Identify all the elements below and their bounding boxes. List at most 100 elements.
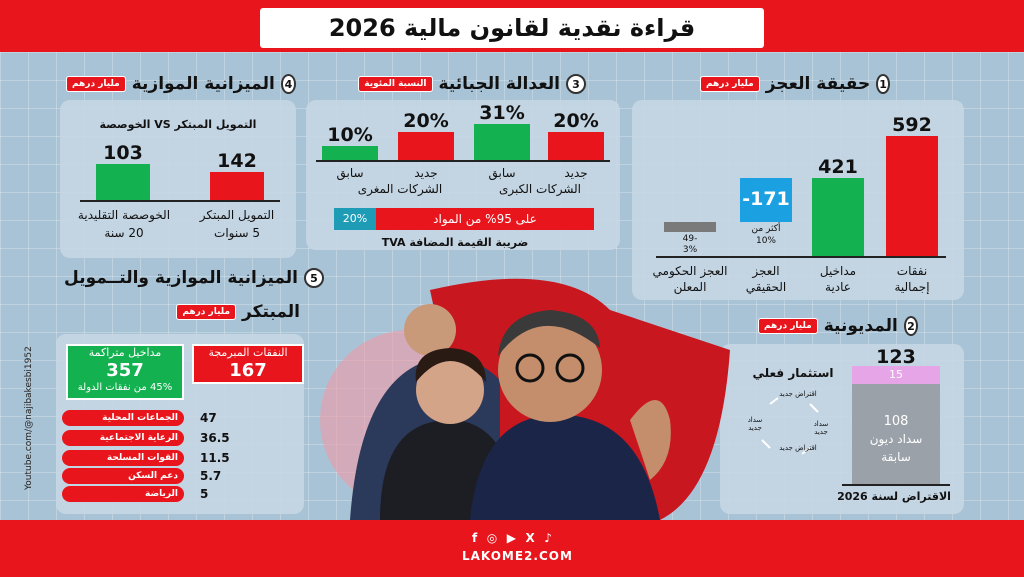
cycle-item-1: اقتراض جديد <box>779 390 817 398</box>
tiktok-icon[interactable]: ♪ <box>544 531 552 545</box>
cycle-item-3: اقتراض جديد <box>779 444 817 452</box>
deficit-title: 1 حقيقة العجز مليار درهم <box>700 74 890 94</box>
accumulated-label: مداخيل متراكمة <box>88 346 162 359</box>
list-item: الرعاية الاجتماعية <box>62 430 184 446</box>
debt-title: 2 المديونية مليار درهم <box>758 316 918 336</box>
bar-innovative-financing <box>210 172 264 200</box>
section-title-text: الميزانية الموازية <box>131 74 275 94</box>
real-deficit-note-1: أكثر من <box>751 224 781 234</box>
innovative-financing-title-1: 5 الميزانية الموازية والتــمويل <box>64 268 324 288</box>
debt-caption: الاقتراض لسنة 2026 <box>837 490 951 503</box>
value-privatization: 103 <box>103 142 143 164</box>
value-announced-deficit: -49 <box>682 234 698 244</box>
label-innovative-1: التمويل المبتكر <box>199 208 275 222</box>
bar-large-old <box>474 124 530 160</box>
real-deficit-note-2: 10% <box>755 236 776 246</box>
parallel-baseline <box>80 200 280 202</box>
list-item-value: 36.5 <box>200 431 230 445</box>
list-item-value: 5 <box>200 487 209 501</box>
social-icons: f ◎ ▶ X ♪ <box>472 531 552 547</box>
debt-new-value: 15 <box>889 368 903 381</box>
programmed-label: النفقات المبرمجة <box>208 346 288 359</box>
bar-small-new <box>398 132 454 160</box>
bar-privatization <box>96 164 150 200</box>
label-large-old: سابق <box>488 166 516 180</box>
value-innovative-financing: 142 <box>217 150 257 172</box>
label-privatization-2: 20 سنة <box>104 226 144 240</box>
instagram-icon[interactable]: ◎ <box>486 531 498 545</box>
debt-old-label-1: سداد ديون <box>869 432 923 446</box>
unit-badge: مليار درهم <box>176 304 237 320</box>
parallel-budget-title: 4 الميزانية الموازية مليار درهم <box>66 74 296 94</box>
tva-caption: ضريبة القيمة المضافة TVA <box>381 236 529 249</box>
value-large-old: 31% <box>479 102 525 124</box>
value-ordinary-revenue: 421 <box>818 156 858 178</box>
tva-main-label: على 95% من المواد <box>433 212 537 226</box>
tax-title: 3 العدالة الجبائية النسبة المئوية <box>356 74 586 94</box>
unit-badge: مليار درهم <box>66 76 126 92</box>
label-small-new: جديد <box>414 166 438 180</box>
label-innovative-2: 5 سنوات <box>214 226 260 240</box>
accumulated-value: 357 <box>106 360 144 381</box>
label-total-expenses-1: نفقات <box>896 264 928 278</box>
facebook-icon[interactable]: f <box>472 531 478 545</box>
unit-badge: النسبة المئوية <box>358 76 433 92</box>
debt-bar-new <box>852 366 940 384</box>
parallel-budget-subtitle: التمويل المبتكر VS الخوصصة <box>99 118 257 131</box>
debt-cycle-diagram <box>761 397 819 455</box>
value-real-deficit: -171 <box>742 188 790 210</box>
section-title-text: المديونية <box>823 316 898 336</box>
debt-old-label-2: سابقة <box>881 450 911 464</box>
label-announced-deficit-1: العجز الحكومي <box>652 264 728 278</box>
debt-old-value: 108 <box>883 414 909 429</box>
list-item-label: الجماعات المحلية <box>102 413 178 423</box>
label-large-new: جديد <box>564 166 588 180</box>
list-item-value: 47 <box>200 411 217 425</box>
value-total-expenses: 592 <box>892 114 932 136</box>
bar-ordinary-revenue <box>812 178 864 256</box>
debt-baseline <box>842 484 950 486</box>
bar-large-new <box>548 132 604 160</box>
label-small-old: سابق <box>336 166 364 180</box>
group-small-companies: الشركات المغرى <box>357 182 443 196</box>
programmed-value: 167 <box>229 360 267 381</box>
bar-announced-deficit <box>664 222 716 232</box>
section-number: 1 <box>876 74 890 94</box>
section-number: 4 <box>280 74 296 94</box>
label-ordinary-revenue-2: عادية <box>825 280 851 294</box>
section-title-text-2: المبتكر <box>242 302 300 322</box>
tva-main-bar <box>376 208 594 230</box>
value-small-new: 20% <box>403 110 449 132</box>
innovative-financing-title-2: المبتكر مليار درهم <box>176 302 300 322</box>
label-real-deficit-2: الحقيقي <box>745 280 787 294</box>
bar-real-deficit <box>740 178 792 222</box>
youtube-icon[interactable]: ▶ <box>506 531 516 545</box>
label-ordinary-revenue-1: مداخيل <box>819 264 857 278</box>
list-item-label: دعم السكن <box>128 471 178 481</box>
label-privatization-1: الخوصصة التقليدية <box>77 208 171 222</box>
section-number: 5 <box>304 268 324 288</box>
value-large-new: 20% <box>553 110 599 132</box>
tax-baseline <box>316 160 610 162</box>
list-item: القوات المسلحة <box>62 450 184 466</box>
accumulated-note: 45% من نفقات الدولة <box>77 382 173 393</box>
list-item: الجماعات المحلية <box>62 410 184 426</box>
section-title-text: حقيقة العجز <box>765 74 871 94</box>
cycle-item-4: سداد جديد <box>747 416 763 432</box>
section-title-text: العدالة الجبائية <box>438 74 560 94</box>
list-item-value: 5.7 <box>200 469 222 483</box>
list-item: دعم السكن <box>62 468 184 484</box>
label-total-expenses-2: إجمالية <box>894 280 930 294</box>
list-item-label: الرعاية الاجتماعية <box>99 433 178 443</box>
list-item-value: 11.5 <box>200 451 230 465</box>
x-icon[interactable]: X <box>525 531 535 545</box>
section-number: 2 <box>903 316 918 336</box>
group-large-companies: الشركات الكبرى <box>498 182 582 196</box>
list-item-label: الرياضة <box>145 489 178 499</box>
site-url[interactable]: LAKOME2.COM <box>462 549 573 563</box>
list-item: الرياضة <box>62 486 184 502</box>
value-small-old: 10% <box>327 124 373 146</box>
unit-badge: مليار درهم <box>700 76 760 92</box>
label-real-deficit-1: العجز <box>752 264 780 278</box>
cycle-item-2: سداد جديد <box>813 420 829 436</box>
